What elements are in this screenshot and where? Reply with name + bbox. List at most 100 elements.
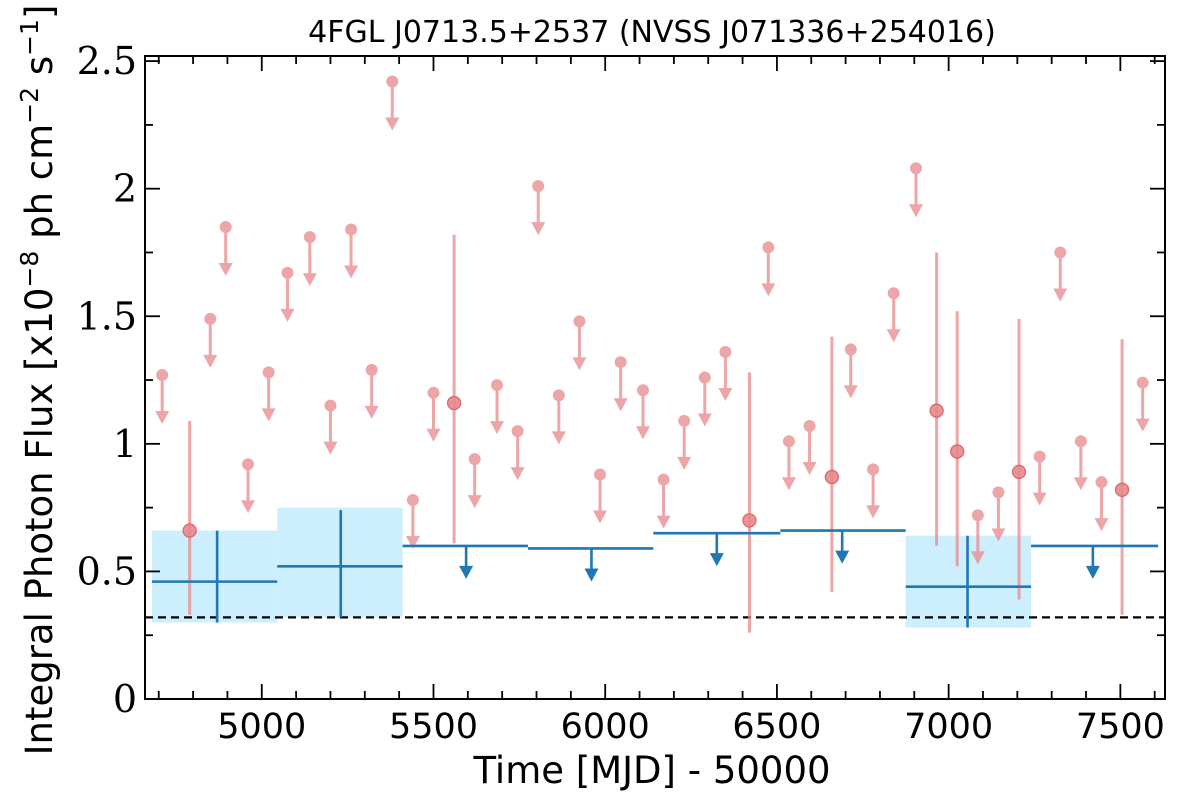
y-tick-label: 2.5 bbox=[77, 39, 137, 83]
monthly-ul-point bbox=[971, 509, 984, 522]
monthly-upper-limit-1 bbox=[203, 312, 218, 368]
monthly-ul-point bbox=[427, 386, 440, 399]
monthly-upper-limit-23 bbox=[677, 414, 692, 470]
monthly-det-point bbox=[929, 403, 944, 418]
x-tick-label: 7500 bbox=[1076, 707, 1165, 747]
monthly-upper-limit-3 bbox=[241, 458, 256, 514]
monthly-ul-point bbox=[867, 463, 880, 476]
monthly-upper-limit-7 bbox=[323, 399, 338, 455]
monthly-upper-limit-15 bbox=[510, 425, 525, 481]
monthly-ul-point bbox=[594, 468, 607, 481]
monthly-ul-arrow bbox=[866, 505, 881, 519]
monthly-ul-point bbox=[219, 220, 232, 233]
monthly-ul-arrow bbox=[991, 528, 1006, 542]
monthly-upper-limit-31 bbox=[886, 287, 901, 343]
monthly-ul-point bbox=[511, 425, 524, 438]
monthly-ul-point bbox=[204, 312, 217, 325]
monthly-ul-arrow bbox=[718, 387, 733, 401]
monthly-ul-arrow bbox=[261, 408, 276, 422]
x-axis-label: Time [MJD] - 50000 bbox=[472, 749, 830, 792]
monthly-ul-arrow bbox=[802, 461, 817, 475]
monthly-detection-2 bbox=[742, 372, 757, 633]
monthly-ul-arrow bbox=[323, 441, 338, 455]
monthly-ul-point bbox=[719, 345, 732, 358]
monthly-ul-point bbox=[844, 343, 857, 356]
monthly-ul-arrow bbox=[656, 515, 671, 529]
monthly-upper-limit-38 bbox=[1094, 476, 1109, 532]
x-tick-label: 6000 bbox=[561, 707, 650, 747]
monthly-detection-4 bbox=[929, 252, 944, 546]
y-axis-label: Integral Photon Flux [x10−8 ph cm−2 s−1] bbox=[15, 5, 61, 756]
monthly-ul-arrow bbox=[364, 405, 379, 419]
monthly-ul-arrow bbox=[426, 428, 441, 442]
monthly-ul-arrow bbox=[613, 398, 628, 412]
monthly-upper-limit-9 bbox=[364, 363, 379, 419]
y-axis-label-part1: Integral Photon Flux [x10 bbox=[18, 288, 61, 756]
monthly-upper-limit-29 bbox=[843, 343, 858, 399]
monthly-ul-arrow bbox=[203, 354, 218, 368]
monthly-upper-limit-37 bbox=[1073, 435, 1088, 491]
yearly-band-0 bbox=[151, 530, 278, 623]
monthly-det-point bbox=[446, 395, 462, 411]
monthly-ul-point bbox=[468, 453, 481, 466]
plot-inner bbox=[145, 75, 1165, 633]
monthly-ul-arrow bbox=[1032, 492, 1047, 506]
monthly-upper-limit-10 bbox=[385, 75, 400, 131]
yearly-upper-limit-3 bbox=[780, 529, 906, 564]
monthly-ul-point bbox=[762, 241, 775, 254]
monthly-det-point bbox=[182, 523, 197, 538]
monthly-ul-point bbox=[386, 75, 399, 88]
monthly-upper-limit-26 bbox=[761, 241, 776, 297]
monthly-ul-arrow bbox=[970, 551, 985, 565]
monthly-ul-point bbox=[782, 435, 795, 448]
monthly-ul-point bbox=[992, 486, 1005, 499]
y-axis-label-exp2: −2 bbox=[15, 87, 44, 124]
monthly-upper-limit-27 bbox=[781, 435, 796, 491]
monthly-ul-point bbox=[552, 389, 565, 402]
monthly-upper-limit-6 bbox=[302, 231, 317, 287]
yearly-ul-arrow bbox=[584, 568, 599, 582]
monthly-ul-arrow bbox=[551, 431, 566, 445]
y-tick-label: 2 bbox=[113, 167, 137, 211]
monthly-ul-arrow bbox=[1053, 288, 1068, 302]
monthly-upper-limit-16 bbox=[531, 180, 546, 236]
monthly-ul-point bbox=[657, 473, 670, 486]
monthly-ul-point bbox=[491, 379, 504, 392]
monthly-ul-arrow bbox=[218, 262, 233, 276]
monthly-ul-arrow bbox=[302, 273, 317, 287]
monthly-upper-limit-14 bbox=[490, 379, 505, 435]
plot-frame bbox=[144, 55, 1166, 700]
chart-title: 4FGL J0713.5+2537 (NVSS J071336+254016) bbox=[308, 15, 996, 50]
monthly-detection-1 bbox=[446, 234, 462, 544]
monthly-ul-arrow bbox=[385, 117, 400, 131]
monthly-upper-limit-0 bbox=[155, 368, 170, 424]
monthly-ul-arrow bbox=[1094, 518, 1109, 532]
monthly-ul-arrow bbox=[909, 204, 924, 218]
monthly-ul-arrow bbox=[1073, 477, 1088, 491]
monthly-ul-point bbox=[1054, 246, 1067, 259]
monthly-ul-point bbox=[910, 162, 923, 175]
monthly-upper-limit-8 bbox=[344, 223, 359, 279]
monthly-ul-point bbox=[262, 366, 275, 379]
monthly-upper-limit-5 bbox=[280, 266, 295, 322]
monthly-upper-limit-21 bbox=[635, 384, 650, 440]
monthly-detection-7 bbox=[1114, 339, 1130, 615]
yearly-upper-limit-2 bbox=[653, 531, 781, 567]
y-tick-label: 1 bbox=[113, 422, 137, 466]
x-tick-label: 5500 bbox=[389, 707, 478, 747]
monthly-ul-arrow bbox=[280, 308, 295, 322]
monthly-ul-point bbox=[532, 180, 545, 193]
monthly-detection-3 bbox=[824, 336, 840, 592]
plot-area: 5000 5500 6000 6500 7000 7500 0 0.5 1 1.5 2 2.5 bbox=[77, 39, 1166, 747]
y-tick-label: 0 bbox=[113, 677, 137, 721]
monthly-ul-arrow bbox=[344, 265, 359, 279]
monthly-ul-point bbox=[678, 414, 691, 427]
x-tick-label: 7000 bbox=[904, 707, 993, 747]
monthly-ul-point bbox=[1033, 450, 1046, 463]
monthly-ul-point bbox=[324, 399, 337, 412]
monthly-ul-arrow bbox=[405, 535, 420, 549]
yearly-detection-1 bbox=[277, 510, 403, 618]
monthly-ul-arrow bbox=[531, 222, 546, 236]
monthly-upper-limit-32 bbox=[909, 162, 924, 218]
